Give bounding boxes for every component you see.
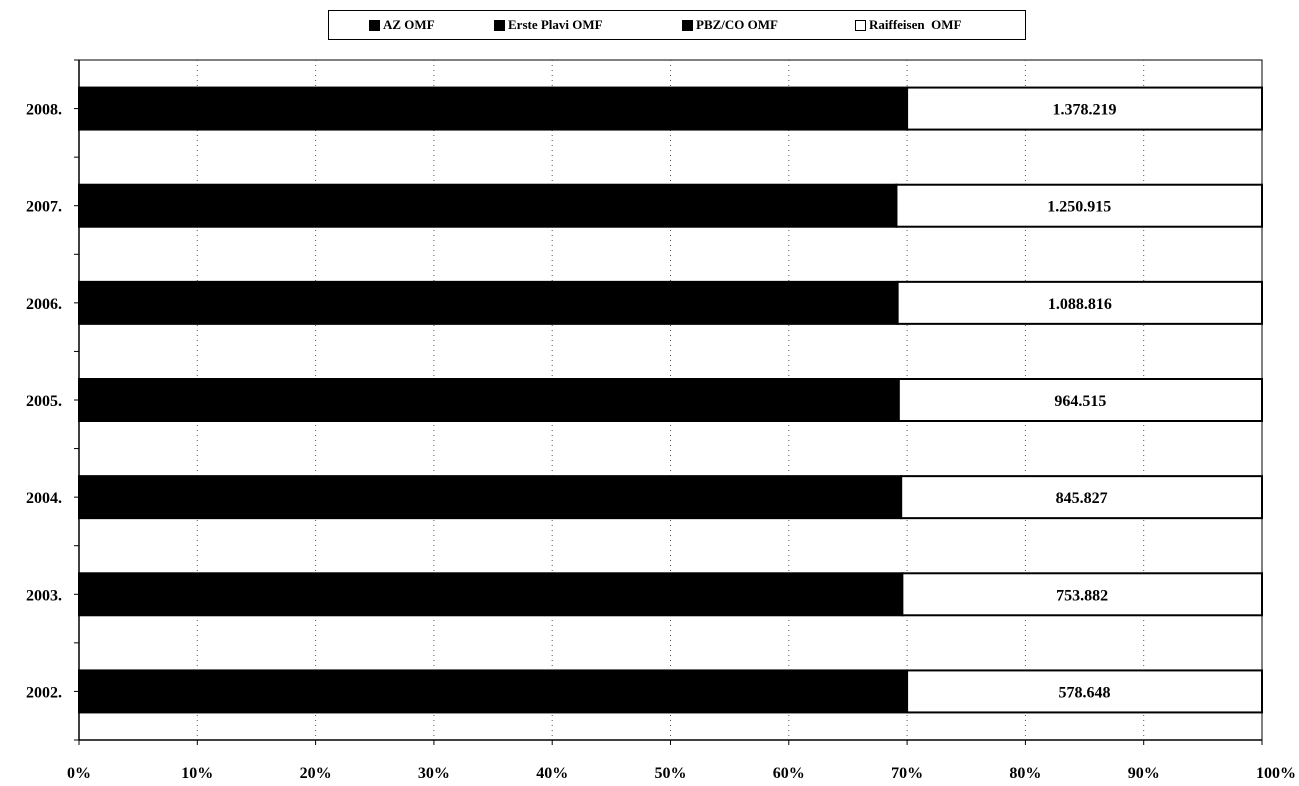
- bar-segment: [78, 669, 909, 714]
- bar-segment: [895, 183, 1263, 228]
- x-tick-label: 70%: [891, 765, 923, 782]
- x-tick-label: 90%: [1128, 765, 1160, 782]
- bar-segment: [900, 475, 1263, 520]
- x-tick-label: 80%: [1009, 765, 1041, 782]
- legend-swatch-icon: [682, 19, 693, 31]
- x-tick-label: 50%: [655, 765, 687, 782]
- data-label: 1.378.219: [1053, 102, 1117, 119]
- legend-item-erste-plavi-omf: Erste Plavi OMF: [494, 11, 603, 39]
- x-tick-label: 60%: [773, 765, 805, 782]
- x-tick-label: 10%: [181, 765, 213, 782]
- bar-segment: [78, 183, 898, 228]
- bar-segment: [78, 475, 903, 520]
- legend-label: Erste Plavi OMF: [508, 17, 603, 32]
- category-label: 2007.: [26, 199, 62, 216]
- bar-segment: [896, 280, 1263, 325]
- bar-segment: [906, 86, 1263, 131]
- bar-segment: [78, 378, 900, 422]
- legend-item-pbz-co-omf: PBZ/CO OMF: [682, 11, 778, 39]
- legend-swatch-icon: [494, 19, 505, 31]
- legend-item-az-omf: AZ OMF: [369, 11, 435, 39]
- legend-label: PBZ/CO OMF: [696, 17, 778, 32]
- x-tick-label: 0%: [67, 765, 91, 782]
- category-label: 2004.: [26, 490, 62, 507]
- legend-item-raiffeisen-omf: Raiffeisen OMF: [855, 11, 961, 39]
- data-label: 1.250.915: [1047, 199, 1111, 216]
- legend-label: Raiffeisen OMF: [869, 17, 962, 32]
- x-tick-label: 100%: [1256, 765, 1296, 782]
- data-label: 753.882: [1056, 587, 1108, 604]
- category-label: 2008.: [26, 102, 62, 119]
- legend-label: AZ OMF: [383, 17, 435, 32]
- x-tick-label: 40%: [536, 765, 568, 782]
- bar-segment: [906, 669, 1263, 714]
- category-label: 2005.: [26, 393, 62, 410]
- bar-segment: [901, 572, 1263, 617]
- category-label: 2002.: [26, 684, 62, 701]
- legend-swatch-icon: [855, 19, 866, 31]
- data-label: 1.088.816: [1048, 296, 1112, 313]
- data-label: 845.827: [1056, 490, 1108, 507]
- x-tick-label: 20%: [300, 765, 332, 782]
- chart-legend: AZ OMF Erste Plavi OMF PBZ/CO OMF Raiffe…: [328, 10, 1026, 40]
- legend-swatch-icon: [369, 19, 380, 31]
- x-tick-label: 30%: [418, 765, 450, 782]
- bar-segment: [78, 86, 909, 131]
- bar-segment: [78, 280, 899, 325]
- category-label: 2006.: [26, 296, 62, 313]
- category-label: 2003.: [26, 587, 62, 604]
- data-label: 578.648: [1059, 684, 1111, 701]
- bar-segment: [897, 378, 1263, 422]
- bar-segment: [78, 572, 904, 617]
- data-label: 964.515: [1054, 393, 1106, 410]
